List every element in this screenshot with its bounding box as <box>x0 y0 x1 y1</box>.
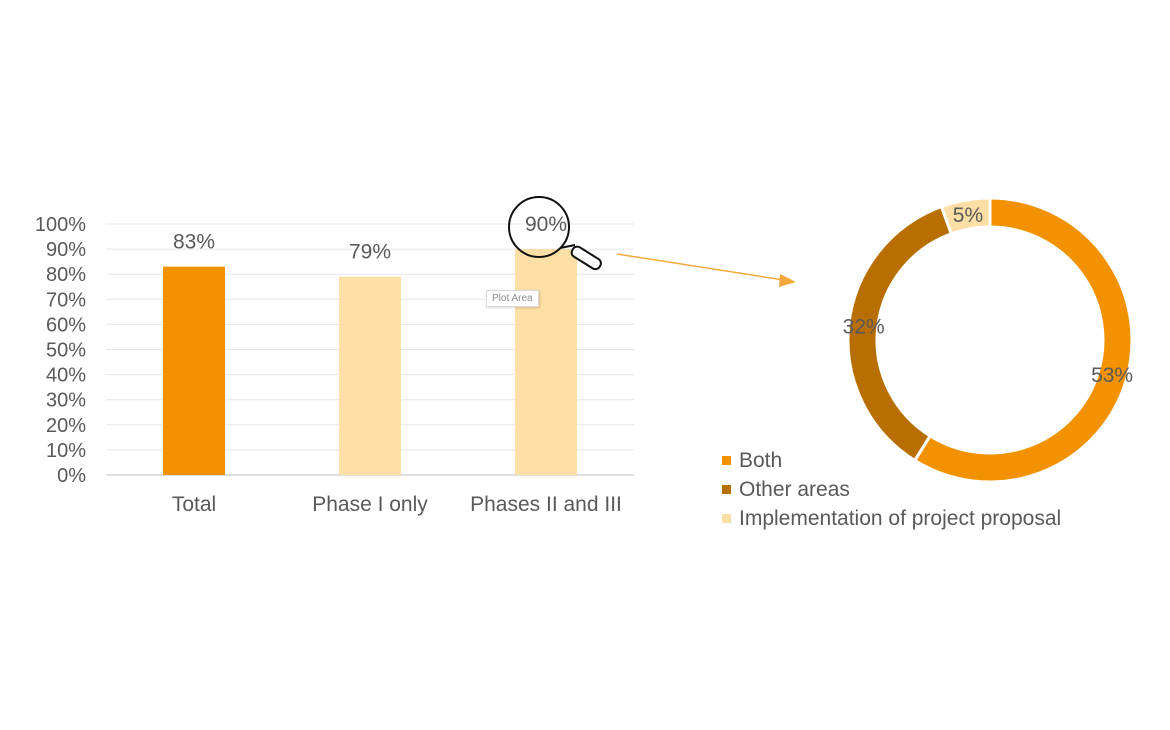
y-tick-label: 60% <box>46 314 86 336</box>
y-tick-label: 50% <box>46 340 86 362</box>
legend-swatch <box>722 514 731 523</box>
legend-item: Both <box>722 446 1061 475</box>
donut-slice-label: 32% <box>843 316 885 339</box>
donut-slice-labels: 53% 32% 5% <box>843 204 1133 387</box>
x-tick-label: Total <box>172 493 216 516</box>
y-tick-label: 40% <box>46 365 86 387</box>
y-tick-label: 10% <box>46 440 86 462</box>
bar[interactable] <box>339 276 401 475</box>
x-tick-label: Phase I only <box>312 493 428 516</box>
bar-value-label: 90% <box>525 213 567 236</box>
legend-item: Other areas <box>722 475 1061 504</box>
magnifier-icon[interactable] <box>508 196 603 271</box>
donut-legend: Both Other areas Implementation of project… <box>722 446 1061 533</box>
legend-item: Implementation of project proposal <box>722 504 1061 533</box>
donut-slices <box>846 196 1134 484</box>
donut-slice-label: 53% <box>1091 364 1133 387</box>
y-tick-label: 80% <box>46 264 86 286</box>
y-axis-ticks: 0% 10% 20% 30% 40% 50% 60% 70% 80% 90% 100% <box>35 214 86 487</box>
y-tick-label: 0% <box>57 465 86 487</box>
donut-slice[interactable] <box>912 196 1134 484</box>
bar-chart: 0% 10% 20% 30% 40% 50% 60% 70% 80% 90% 100% Total P… <box>35 213 634 516</box>
arrow-icon <box>616 253 796 287</box>
x-tick-label: Phases II and III <box>470 493 622 516</box>
bars <box>163 249 577 475</box>
y-tick-label: 70% <box>46 289 86 311</box>
legend-label: Implementation of project proposal <box>739 506 1062 530</box>
bar-value-label: 83% <box>173 231 215 254</box>
y-tick-label: 90% <box>46 239 86 261</box>
donut-slice[interactable] <box>939 196 992 236</box>
bar-value-label: 79% <box>349 241 391 264</box>
donut-slice-label: 5% <box>953 204 983 227</box>
legend-label: Other areas <box>739 477 850 501</box>
bar[interactable] <box>163 266 225 475</box>
x-axis-labels: Total Phase I only Phases II and III <box>172 493 622 516</box>
plot-area-tooltip: Plot Area <box>486 290 539 307</box>
legend-swatch <box>722 456 731 465</box>
bar-value-labels: 83% 79% 90% <box>173 213 567 264</box>
legend-swatch <box>722 485 731 494</box>
y-tick-label: 30% <box>46 390 86 412</box>
y-tick-label: 100% <box>35 214 86 236</box>
legend-label: Both <box>739 448 783 472</box>
bar[interactable] <box>515 249 577 475</box>
y-tick-label: 20% <box>46 415 86 437</box>
donut-chart: 53% 32% 5% <box>843 196 1134 484</box>
